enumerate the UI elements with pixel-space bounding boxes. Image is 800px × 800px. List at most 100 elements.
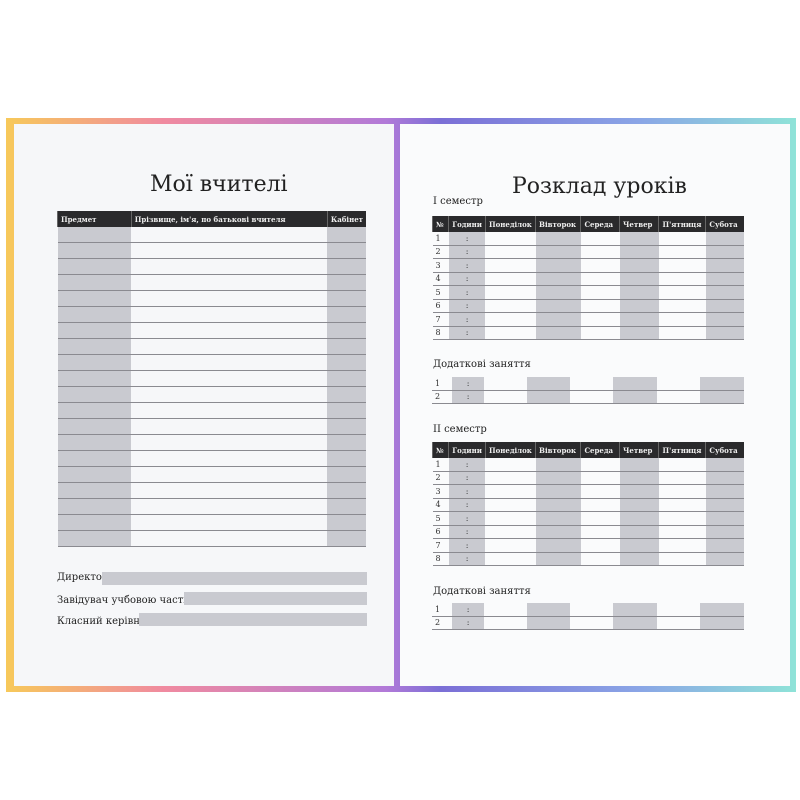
- room-cell[interactable]: [327, 322, 366, 339]
- time-cell[interactable]: :: [448, 484, 486, 499]
- subject-cell[interactable]: [57, 418, 132, 435]
- subject-cell[interactable]: [535, 258, 581, 273]
- room-cell[interactable]: [327, 354, 366, 371]
- subject-cell[interactable]: [580, 232, 620, 246]
- subject-cell[interactable]: [580, 458, 620, 472]
- subject-cell[interactable]: [483, 377, 527, 391]
- subject-cell[interactable]: [613, 377, 657, 391]
- room-cell[interactable]: [327, 242, 366, 259]
- name-cell[interactable]: [131, 354, 328, 371]
- subject-cell[interactable]: [527, 603, 571, 617]
- subject-cell[interactable]: [619, 232, 659, 246]
- subject-cell[interactable]: [705, 484, 744, 499]
- subject-cell[interactable]: [57, 482, 132, 499]
- subject-cell[interactable]: [570, 390, 614, 404]
- subject-cell[interactable]: [57, 386, 132, 403]
- name-cell[interactable]: [131, 482, 328, 499]
- room-cell[interactable]: [327, 227, 366, 243]
- subject-cell[interactable]: [485, 312, 536, 327]
- subject-cell[interactable]: [580, 326, 620, 340]
- subject-cell[interactable]: [57, 370, 132, 387]
- subject-cell[interactable]: [485, 484, 536, 499]
- subject-cell[interactable]: [658, 484, 706, 499]
- subject-cell[interactable]: [527, 377, 571, 391]
- time-cell[interactable]: :: [448, 525, 486, 539]
- time-cell[interactable]: :: [448, 312, 486, 327]
- name-cell[interactable]: [131, 242, 328, 259]
- subject-cell[interactable]: [570, 377, 614, 391]
- subject-cell[interactable]: [535, 471, 581, 485]
- subject-cell[interactable]: [580, 538, 620, 553]
- subject-cell[interactable]: [619, 326, 659, 340]
- room-cell[interactable]: [327, 274, 366, 291]
- subject-cell[interactable]: [483, 616, 527, 630]
- time-cell[interactable]: :: [448, 498, 486, 512]
- subject-cell[interactable]: [658, 471, 706, 485]
- subject-cell[interactable]: [57, 498, 132, 515]
- subject-cell[interactable]: [658, 232, 706, 246]
- subject-cell[interactable]: [580, 258, 620, 273]
- subject-cell[interactable]: [619, 538, 659, 553]
- subject-cell[interactable]: [700, 603, 744, 617]
- room-cell[interactable]: [327, 258, 366, 275]
- subject-cell[interactable]: [535, 458, 581, 472]
- time-cell[interactable]: :: [448, 285, 486, 300]
- time-cell[interactable]: :: [448, 258, 486, 273]
- subject-cell[interactable]: [485, 525, 536, 539]
- subject-cell[interactable]: [535, 245, 581, 259]
- subject-cell[interactable]: [57, 338, 132, 355]
- name-cell[interactable]: [131, 418, 328, 435]
- room-cell[interactable]: [327, 386, 366, 403]
- time-cell[interactable]: :: [452, 616, 484, 630]
- subject-cell[interactable]: [613, 616, 657, 630]
- room-cell[interactable]: [327, 290, 366, 307]
- room-cell[interactable]: [327, 418, 366, 435]
- subject-cell[interactable]: [613, 603, 657, 617]
- head-teacher-field[interactable]: [184, 592, 367, 605]
- subject-cell[interactable]: [535, 285, 581, 300]
- subject-cell[interactable]: [580, 312, 620, 327]
- subject-cell[interactable]: [705, 258, 744, 273]
- subject-cell[interactable]: [658, 272, 706, 286]
- subject-cell[interactable]: [580, 484, 620, 499]
- subject-cell[interactable]: [705, 525, 744, 539]
- subject-cell[interactable]: [619, 312, 659, 327]
- subject-cell[interactable]: [57, 354, 132, 371]
- subject-cell[interactable]: [613, 390, 657, 404]
- time-cell[interactable]: :: [448, 538, 486, 553]
- subject-cell[interactable]: [658, 245, 706, 259]
- name-cell[interactable]: [131, 322, 328, 339]
- time-cell[interactable]: :: [448, 326, 486, 340]
- subject-cell[interactable]: [485, 272, 536, 286]
- subject-cell[interactable]: [485, 299, 536, 313]
- subject-cell[interactable]: [705, 232, 744, 246]
- subject-cell[interactable]: [570, 616, 614, 630]
- subject-cell[interactable]: [658, 458, 706, 472]
- name-cell[interactable]: [131, 306, 328, 323]
- subject-cell[interactable]: [705, 245, 744, 259]
- room-cell[interactable]: [327, 514, 366, 531]
- subject-cell[interactable]: [705, 552, 744, 566]
- subject-cell[interactable]: [619, 299, 659, 313]
- subject-cell[interactable]: [57, 242, 132, 259]
- subject-cell[interactable]: [619, 285, 659, 300]
- room-cell[interactable]: [327, 370, 366, 387]
- subject-cell[interactable]: [580, 511, 620, 526]
- subject-cell[interactable]: [619, 552, 659, 566]
- name-cell[interactable]: [131, 274, 328, 291]
- subject-cell[interactable]: [57, 466, 132, 483]
- name-cell[interactable]: [131, 466, 328, 483]
- subject-cell[interactable]: [658, 312, 706, 327]
- subject-cell[interactable]: [485, 232, 536, 246]
- subject-cell[interactable]: [700, 390, 744, 404]
- subject-cell[interactable]: [619, 272, 659, 286]
- subject-cell[interactable]: [705, 299, 744, 313]
- name-cell[interactable]: [131, 402, 328, 419]
- subject-cell[interactable]: [485, 498, 536, 512]
- subject-cell[interactable]: [656, 603, 701, 617]
- subject-cell[interactable]: [483, 390, 527, 404]
- name-cell[interactable]: [131, 514, 328, 531]
- subject-cell[interactable]: [705, 538, 744, 553]
- room-cell[interactable]: [327, 530, 366, 547]
- room-cell[interactable]: [327, 466, 366, 483]
